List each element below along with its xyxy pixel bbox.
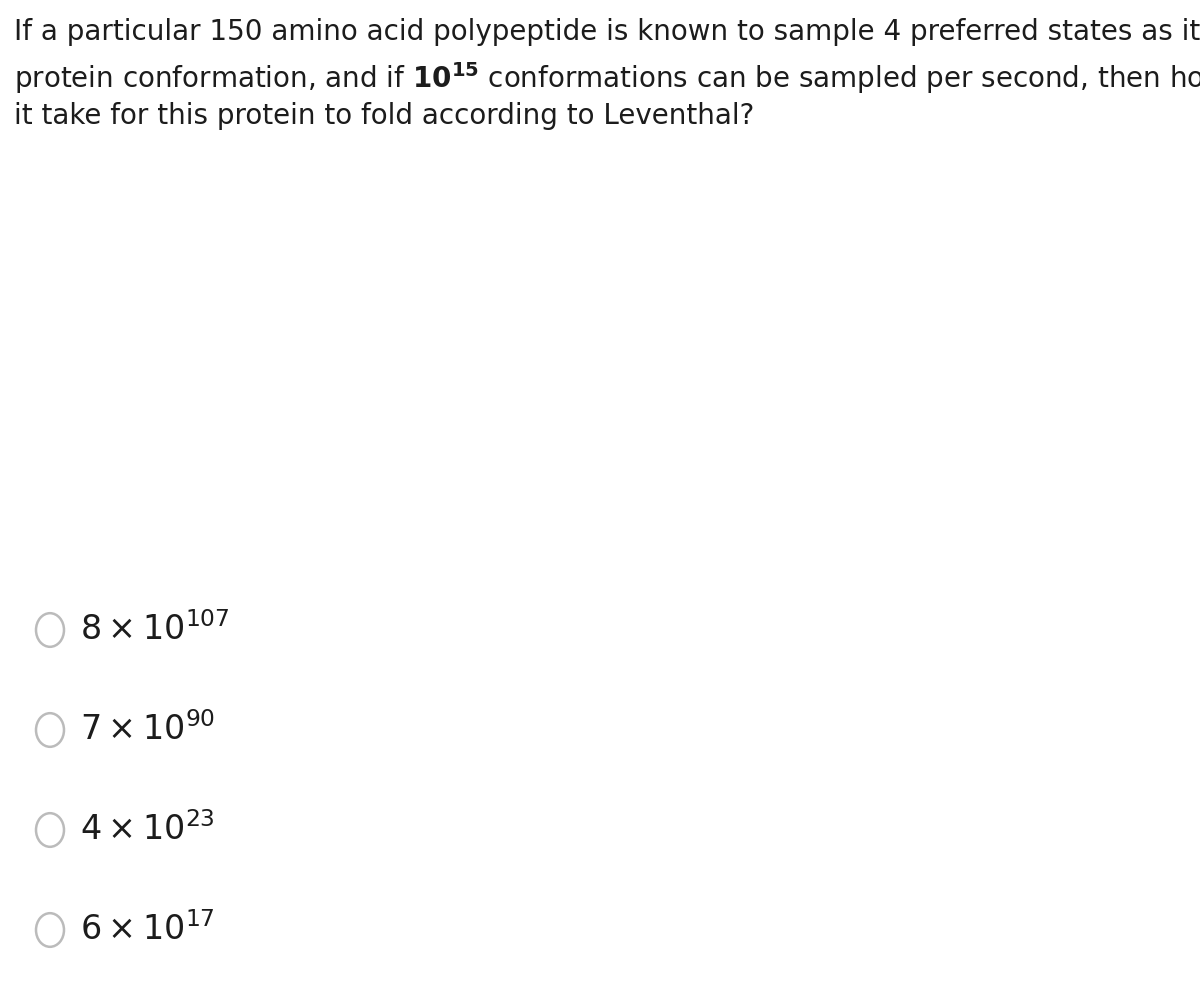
Text: $6 \times 10^{17}$: $6 \times 10^{17}$ [80, 913, 215, 947]
Text: $8 \times 10^{107}$: $8 \times 10^{107}$ [80, 612, 229, 647]
Text: $4 \times 10^{23}$: $4 \times 10^{23}$ [80, 812, 215, 847]
Text: it take for this protein to fold according to Leventhal?: it take for this protein to fold accordi… [14, 102, 755, 130]
Text: protein conformation, and if $\mathbf{10^{15}}$ conformations can be sampled per: protein conformation, and if $\mathbf{10… [14, 60, 1200, 96]
Text: $7 \times 10^{90}$: $7 \times 10^{90}$ [80, 712, 215, 747]
Text: If a particular 150 amino acid polypeptide is known to sample 4 preferred states: If a particular 150 amino acid polypepti… [14, 18, 1200, 46]
